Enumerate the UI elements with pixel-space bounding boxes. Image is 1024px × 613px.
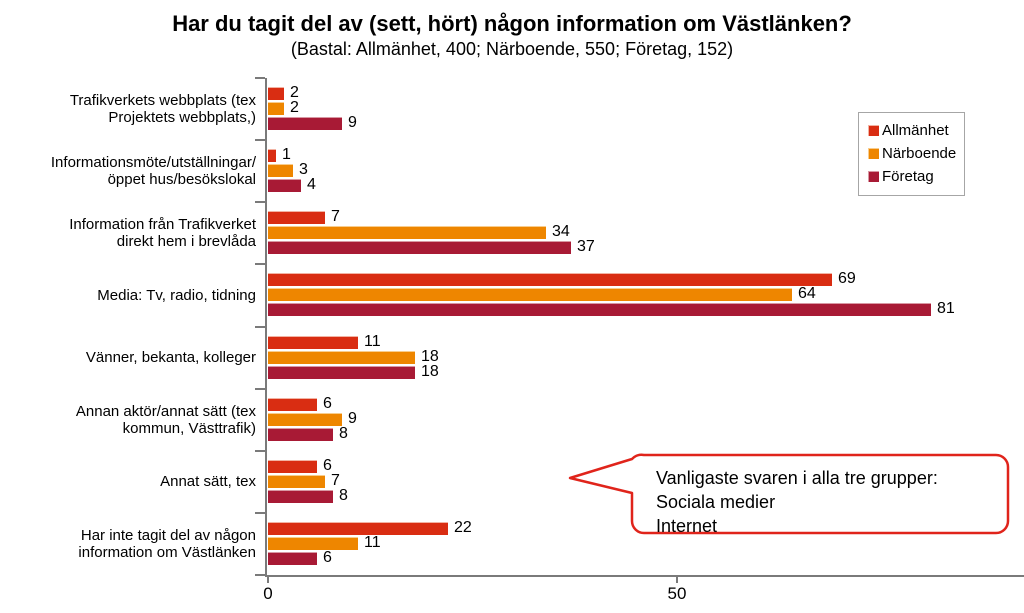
y-axis-tick [255,263,265,266]
bar-value-label: 18 [421,362,439,380]
bar-value-label: 34 [552,223,570,241]
x-axis-line [265,575,1024,577]
x-tick-label: 50 [667,584,687,603]
x-tick-label: 0 [263,584,273,603]
bar-value-label: 6 [323,548,332,566]
bar-value-label: 6 [323,394,332,412]
bar-value-label: 4 [307,176,316,194]
legend-item: Närboende [868,145,960,162]
bar-value-label: 8 [339,424,348,442]
chart-title: Har du tagit del av (sett, hört) någon i… [172,11,852,36]
bar-value-label: 22 [454,518,472,536]
bar-foretag [268,179,301,193]
y-axis-tick [255,201,265,204]
legend: Allmänhet Närboende Företag [858,112,965,196]
chart-subtitle: (Bastal: Allmänhet, 400; Närboende, 550;… [290,39,734,59]
bar-foretag [268,489,333,503]
bar-value-label: 9 [348,409,357,427]
bar-narboende [268,288,792,302]
category-label: Trafikverkets webbplats (tex Projektets … [69,92,256,127]
bar-value-label: 7 [331,208,340,226]
legend-swatch-allmanhet [868,125,879,136]
legend-swatch-narboende [868,148,879,159]
bar-allmanhet [268,273,832,287]
category-label: Media: Tv, radio, tidning [97,286,256,304]
bar-value-label: 37 [577,238,595,256]
bar-allmanhet [268,211,325,225]
legend-label: Företag [882,168,934,185]
bar-value-label: 69 [838,270,856,288]
category-label: Informationsmöte/utställningar/ öppet hu… [50,154,256,189]
y-axis-tick [255,387,265,390]
bar-foretag [268,303,931,317]
category-label: Annat sätt, tex [160,473,256,491]
bar-value-label: 2 [290,84,299,101]
y-axis-tick [255,574,265,576]
bar-allmanhet [268,149,276,163]
category-label: Information från Trafikverket direkt hem… [69,216,256,251]
bar-foretag [268,427,333,441]
bar-foretag [268,117,342,130]
legend-label: Närboende [882,145,957,162]
bar-value-label: 6 [323,456,332,474]
x-axis-tick [267,577,269,583]
bar-value-label: 18 [421,347,439,365]
legend-label: Allmänhet [882,122,949,139]
callout-bubble-outline [568,453,1010,535]
category-label: Vänner, bekanta, kolleger [85,349,256,367]
y-axis-tick [255,139,265,142]
callout-text: Vanligaste svaren i alla tre grupper: So… [656,468,938,536]
bar-value-label: 11 [364,533,381,551]
bar-value-label: 9 [348,114,357,131]
bar-narboende [268,226,546,240]
bar-value-label: 8 [339,486,348,504]
bar-value-label: 11 [364,332,381,350]
y-axis-line [265,78,267,575]
bar-value-label: 2 [290,99,299,116]
x-axis-tick [676,577,678,583]
y-axis-tick [255,77,265,79]
category-label: Har inte tagit del av någon information … [78,526,256,561]
legend-item: Företag [868,168,960,185]
bar-narboende [268,164,293,178]
y-axis-tick [255,449,265,452]
bar-allmanhet [268,521,448,535]
bar-value-label: 81 [937,300,955,318]
y-axis-tick [255,511,265,514]
bar-narboende [268,102,284,115]
bar-allmanhet [268,397,317,411]
bar-allmanhet [268,459,317,473]
bar-allmanhet [268,335,358,349]
legend-item: Allmänhet [868,122,960,139]
bar-allmanhet [268,87,284,100]
bar-value-label: 1 [282,146,291,164]
bar-narboende [268,412,342,426]
bar-value-label: 3 [299,161,308,179]
bar-value-label: 64 [798,285,816,303]
bar-narboende [268,536,358,550]
bar-foretag [268,241,571,255]
bar-narboende [268,350,415,364]
bar-foretag [268,551,317,565]
category-label: Annan aktör/annat sätt (tex kommun, Väst… [75,402,256,437]
callout-bubble [568,453,1010,535]
legend-swatch-foretag [868,171,879,182]
bar-value-label: 7 [331,471,340,489]
bar-foretag [268,365,415,379]
bar-narboende [268,474,325,488]
y-axis-tick [255,325,265,328]
